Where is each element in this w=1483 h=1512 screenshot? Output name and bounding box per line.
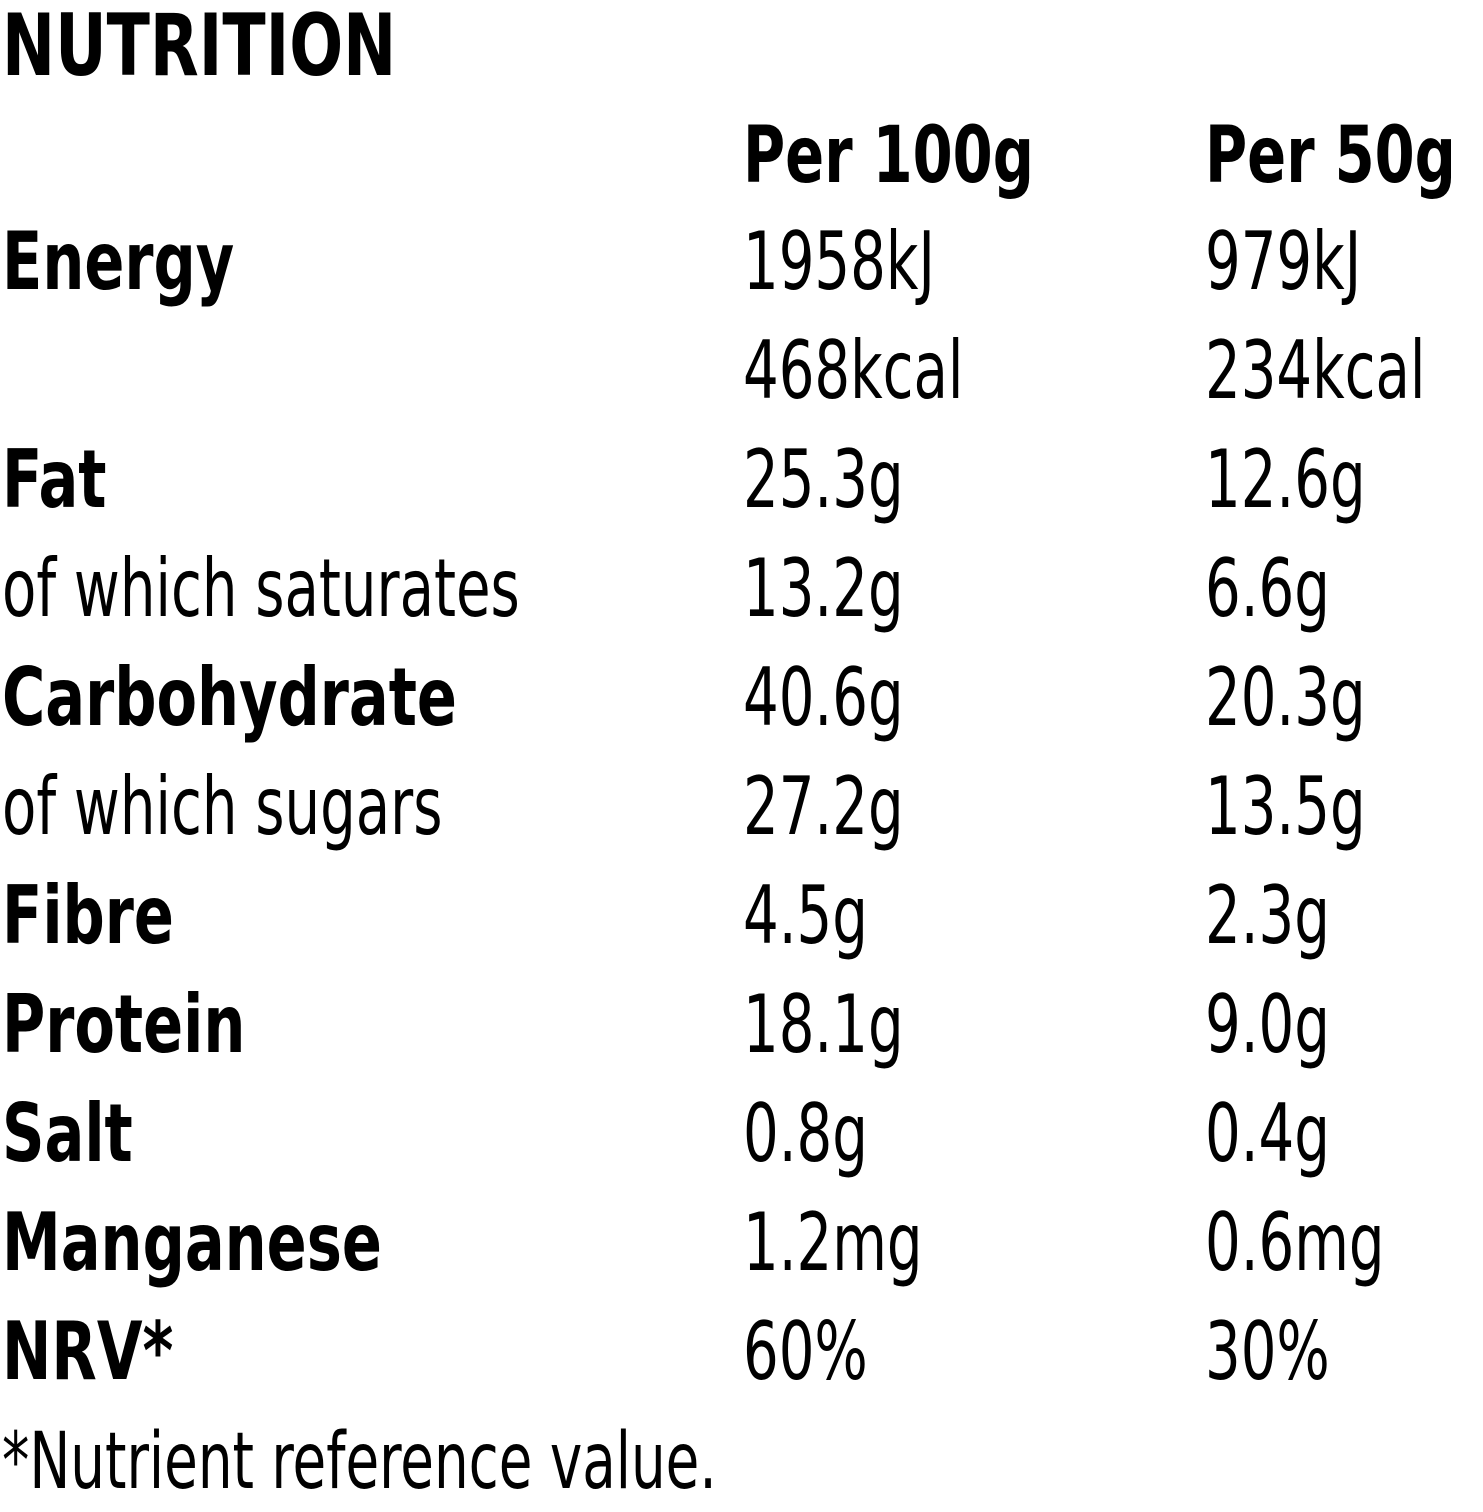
per-50g-value: 12.6g: [1205, 433, 1366, 526]
column-header-per-100g: Per 100g: [743, 111, 1034, 201]
per-50g-value: 979kJ: [1205, 215, 1362, 308]
row-label: of which sugars: [2, 760, 443, 853]
row-label: Salt: [2, 1087, 133, 1180]
per-100g-value: 27.2g: [743, 760, 904, 853]
per-50g-value: 2.3g: [1205, 869, 1330, 962]
column-header-per-50g: Per 50g: [1205, 111, 1456, 201]
per-100g-value: 18.1g: [743, 978, 904, 1071]
table-row: Carbohydrate 40.6g 20.3g: [0, 643, 1483, 752]
per-100g-value: 468kcal: [743, 324, 964, 417]
per-50g-value: 0.6mg: [1205, 1196, 1385, 1289]
per-100g-value: 1.2mg: [743, 1196, 923, 1289]
table-row: Fat 25.3g 12.6g: [0, 425, 1483, 534]
row-label: NRV*: [2, 1305, 174, 1398]
row-label: of which saturates: [2, 542, 520, 635]
table-header: Per 100g Per 50g: [0, 102, 1483, 211]
table-row: Energy 1958kJ 979kJ: [0, 207, 1483, 316]
row-label: Energy: [2, 215, 235, 308]
per-50g-value: 13.5g: [1205, 760, 1366, 853]
per-100g-value: 60%: [743, 1305, 868, 1398]
row-label: Protein: [2, 978, 246, 1071]
per-50g-value: 0.4g: [1205, 1087, 1330, 1180]
per-100g-value: 13.2g: [743, 542, 904, 635]
table-row: Salt 0.8g 0.4g: [0, 1079, 1483, 1188]
table-row: NRV* 60% 30%: [0, 1297, 1483, 1406]
per-50g-value: 6.6g: [1205, 542, 1330, 635]
table-row: Manganese 1.2mg 0.6mg: [0, 1188, 1483, 1297]
per-100g-value: 0.8g: [743, 1087, 868, 1180]
row-label: Fat: [2, 433, 107, 526]
per-50g-value: 234kcal: [1205, 324, 1426, 417]
row-label: Fibre: [2, 869, 174, 962]
table-row: of which saturates 13.2g 6.6g: [0, 534, 1483, 643]
row-label: Manganese: [2, 1196, 382, 1289]
table-row: Fibre 4.5g 2.3g: [0, 861, 1483, 970]
table-row: of which sugars 27.2g 13.5g: [0, 752, 1483, 861]
per-50g-value: 30%: [1205, 1305, 1330, 1398]
row-label: Carbohydrate: [2, 651, 457, 744]
per-100g-value: 25.3g: [743, 433, 904, 526]
table-row: Protein 18.1g 9.0g: [0, 970, 1483, 1079]
per-50g-value: 20.3g: [1205, 651, 1366, 744]
per-100g-value: 1958kJ: [743, 215, 935, 308]
per-100g-value: 40.6g: [743, 651, 904, 744]
footnote: *Nutrient reference value.: [2, 1417, 717, 1507]
per-100g-value: 4.5g: [743, 869, 868, 962]
per-50g-value: 9.0g: [1205, 978, 1330, 1071]
page-title: NUTRITION: [2, 0, 397, 96]
table-row: 468kcal 234kcal: [0, 316, 1483, 425]
